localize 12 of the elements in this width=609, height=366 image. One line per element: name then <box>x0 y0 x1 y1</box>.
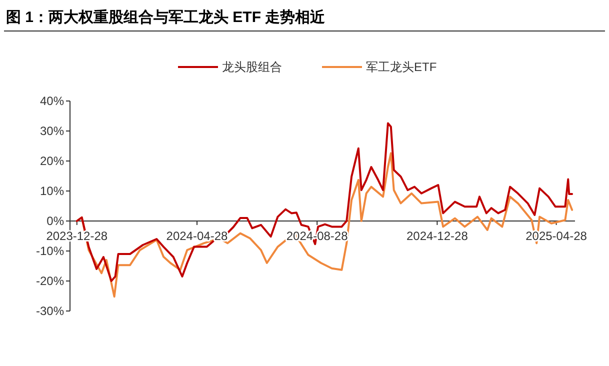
y-tick-label: 30% <box>40 124 64 138</box>
legend-label: 龙头股组合 <box>222 60 282 74</box>
y-tick-label: -20% <box>36 274 64 288</box>
y-tick-label: -10% <box>36 244 64 258</box>
legend-label: 军工龙头ETF <box>366 60 437 74</box>
y-tick-label: 20% <box>40 154 64 168</box>
y-tick-label: 40% <box>40 94 64 108</box>
chart-title: 图 1：两大权重股组合与军工龙头 ETF 走势相近 <box>6 9 326 26</box>
y-tick-label: 10% <box>40 184 64 198</box>
y-tick-label: -30% <box>36 304 64 318</box>
y-tick-label: 0% <box>46 214 64 228</box>
x-tick-label: 2024-12-28 <box>406 229 468 243</box>
